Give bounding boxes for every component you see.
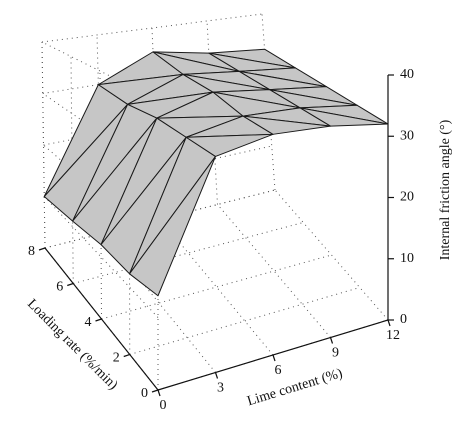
z-tick-label: 0 — [400, 312, 407, 327]
x-tick — [329, 337, 334, 344]
z-tick-label: 30 — [400, 128, 414, 143]
x-tick-label: 3 — [217, 381, 224, 396]
grid-line — [217, 204, 331, 338]
x-tick-label: 12 — [386, 328, 400, 343]
y-tick-label: 0 — [141, 386, 148, 401]
x-tick — [272, 354, 276, 362]
y-tick — [151, 389, 159, 393]
y-tick — [38, 247, 46, 251]
y-tick-label: 6 — [56, 280, 63, 295]
z-tick-label: 40 — [400, 67, 414, 82]
x-tick — [214, 372, 219, 379]
x-tick — [387, 319, 391, 327]
z-tick-label: 20 — [400, 190, 414, 205]
x-tick — [157, 389, 161, 397]
y-axis-title: Loading rate (%/min) — [24, 297, 121, 394]
z-axis-title: Internal friction angle (°) — [438, 119, 453, 260]
grid-line — [96, 34, 103, 234]
x-tick-label: 0 — [160, 398, 167, 413]
y-tick — [95, 318, 102, 322]
y-tick-label: 8 — [28, 244, 35, 259]
y-tick-label: 4 — [85, 315, 92, 330]
surface-facet — [242, 115, 331, 135]
x-tick-label: 6 — [275, 363, 282, 378]
z-tick-label: 10 — [400, 251, 414, 266]
surface-facet — [299, 107, 389, 127]
y-tick-label: 2 — [113, 351, 120, 366]
grid-line — [206, 20, 218, 205]
surface-facet — [129, 155, 216, 297]
grid-line — [41, 13, 263, 43]
y-tick — [67, 282, 74, 287]
y-tick — [123, 353, 130, 358]
surface-facet — [185, 133, 274, 157]
x-axis-title: Lime content (%) — [246, 366, 345, 409]
grid-line — [129, 287, 360, 355]
x-tick-label: 9 — [332, 346, 339, 361]
